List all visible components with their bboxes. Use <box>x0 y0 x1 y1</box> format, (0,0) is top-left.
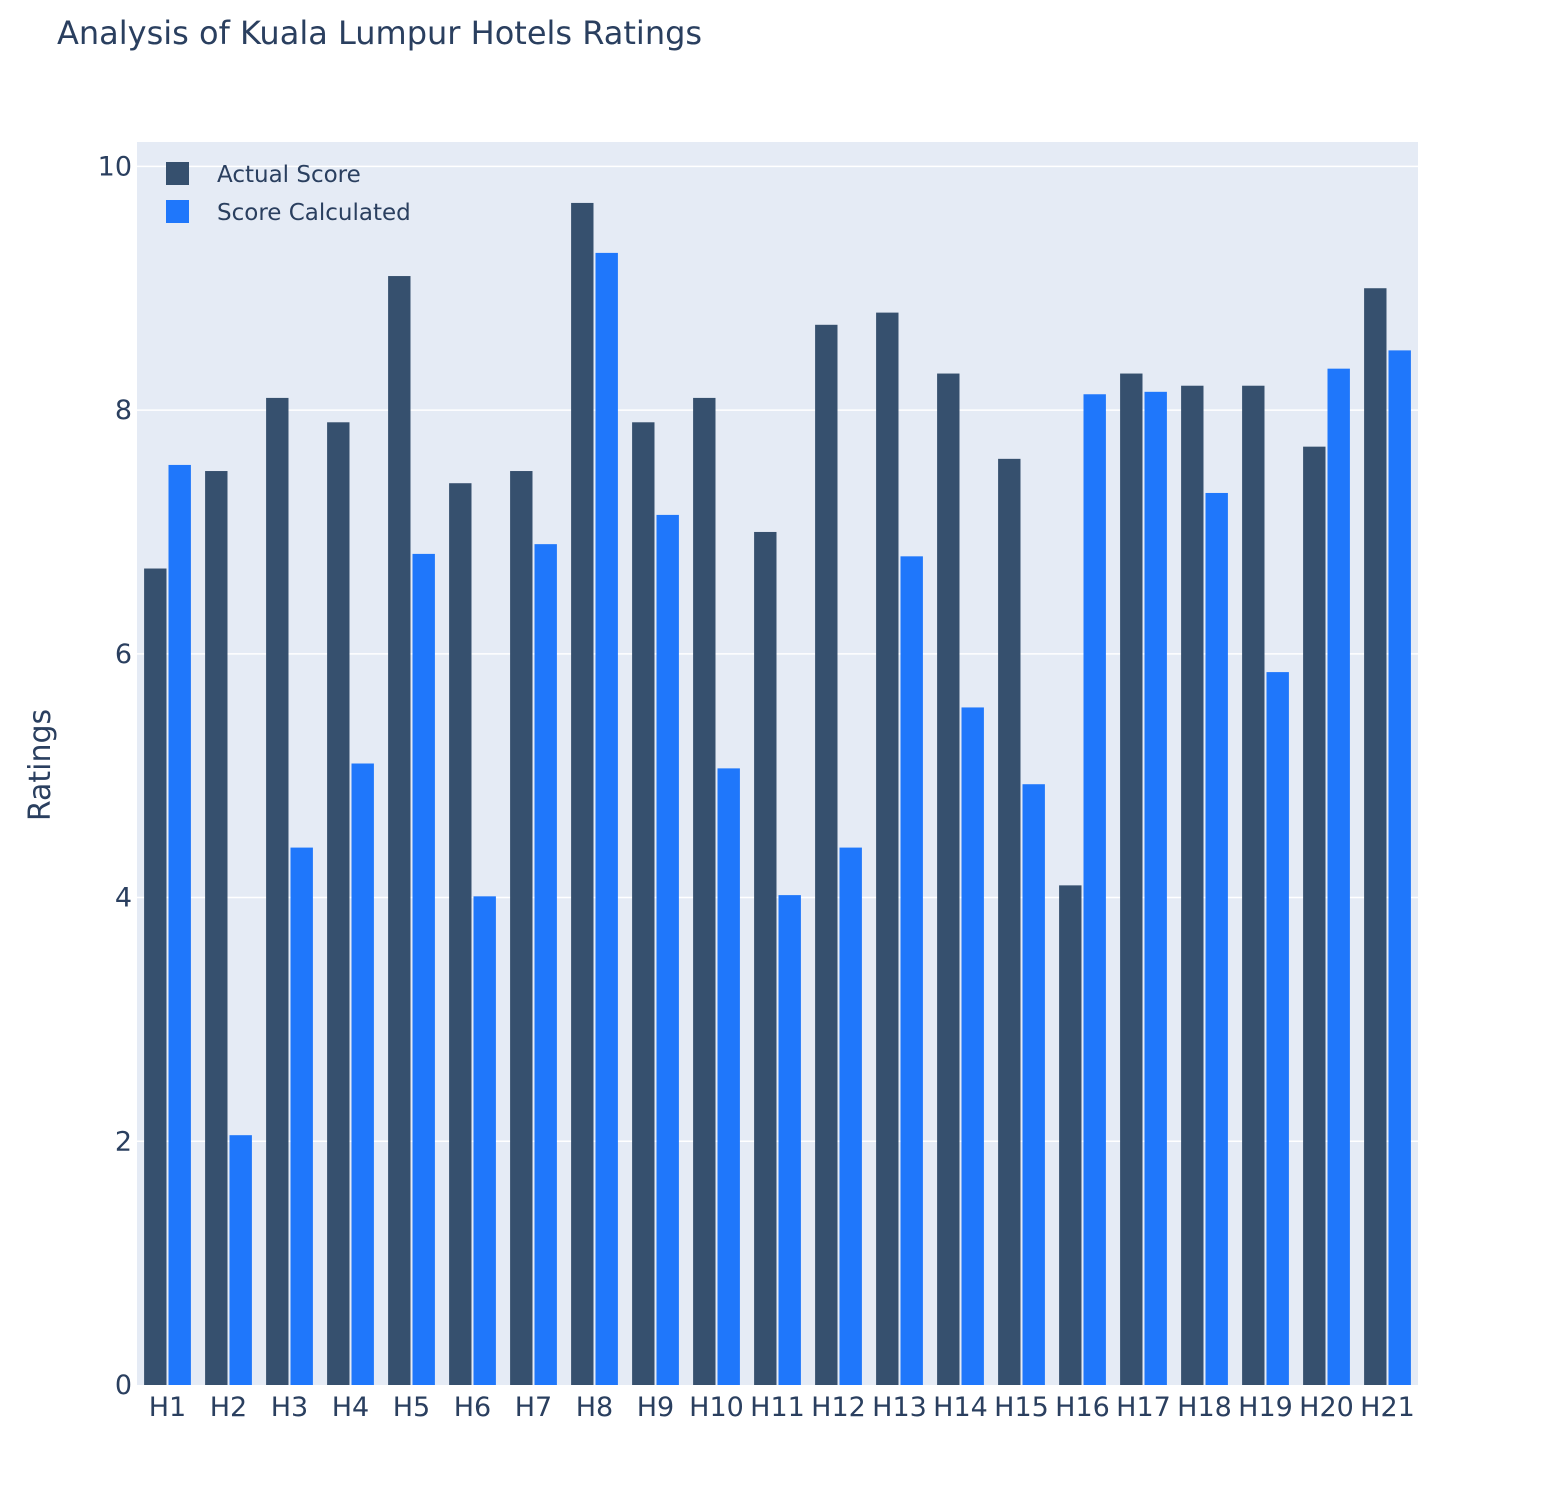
bar <box>1083 394 1106 1386</box>
y-axis-ticks: 0 2 4 6 8 10 <box>98 151 132 1401</box>
bar <box>1205 492 1228 1385</box>
x-axis-ticks: H1 H2 H3 H4 H5 H6 H7 H8 H9 H10 H11 H12 H13 H14 H15 H16 H… <box>149 1392 1415 1423</box>
x-tick-label: H2 <box>210 1392 247 1423</box>
bar <box>229 1135 252 1385</box>
x-tick-label: H15 <box>994 1392 1049 1423</box>
bar <box>1120 373 1143 1386</box>
x-tick-label: H17 <box>1116 1392 1171 1423</box>
legend-swatch <box>166 200 189 223</box>
bar <box>1388 350 1411 1386</box>
bar <box>778 895 801 1385</box>
bar <box>937 373 960 1386</box>
x-tick-label: H4 <box>332 1392 369 1423</box>
bar <box>656 514 679 1385</box>
legend: Actual Score Score Calculated <box>166 162 411 226</box>
bars <box>144 202 1411 1386</box>
y-axis-title: Ratings <box>23 709 58 821</box>
bar <box>1364 288 1387 1385</box>
y-tick-label: 6 <box>115 639 132 670</box>
bar <box>839 847 862 1385</box>
legend-label: Actual Score <box>217 162 361 188</box>
bar <box>1242 385 1265 1386</box>
x-tick-label: H10 <box>689 1392 744 1423</box>
bar <box>1303 446 1326 1385</box>
bar <box>876 312 899 1385</box>
bar <box>327 422 350 1385</box>
chart-title: Analysis of Kuala Lumpur Hotels Ratings <box>57 14 702 52</box>
bar <box>1327 368 1350 1386</box>
bar <box>449 483 472 1385</box>
x-tick-label: H7 <box>515 1392 552 1423</box>
legend-label: Score Calculated <box>217 200 411 226</box>
x-tick-label: H13 <box>872 1392 927 1423</box>
bar <box>266 397 289 1386</box>
bar <box>595 252 618 1385</box>
x-tick-label: H9 <box>637 1392 674 1423</box>
bar <box>1144 391 1167 1386</box>
bar <box>998 458 1021 1385</box>
y-tick-label: 4 <box>115 883 132 914</box>
y-tick-label: 10 <box>98 151 132 182</box>
x-tick-label: H12 <box>811 1392 866 1423</box>
x-tick-label: H19 <box>1238 1392 1293 1423</box>
bar <box>388 276 411 1385</box>
bar <box>1266 672 1289 1385</box>
y-tick-label: 2 <box>115 1126 132 1157</box>
bar <box>717 768 740 1385</box>
legend-swatch <box>166 162 189 185</box>
bar <box>571 202 594 1385</box>
x-tick-label: H1 <box>149 1392 186 1423</box>
bar <box>1022 784 1045 1385</box>
x-tick-label: H20 <box>1299 1392 1354 1423</box>
bar <box>144 568 167 1385</box>
bar <box>205 471 228 1385</box>
x-tick-label: H18 <box>1177 1392 1232 1423</box>
x-tick-label: H11 <box>750 1392 805 1423</box>
x-tick-label: H6 <box>454 1392 491 1423</box>
bar <box>693 397 716 1386</box>
bar <box>168 464 191 1385</box>
x-tick-label: H3 <box>271 1392 308 1423</box>
y-tick-label: 0 <box>115 1370 132 1401</box>
bar <box>754 531 777 1385</box>
gridlines <box>137 165 1418 1143</box>
x-tick-label: H21 <box>1360 1392 1415 1423</box>
bar <box>1059 885 1082 1385</box>
bar <box>510 471 533 1385</box>
bar <box>534 544 557 1385</box>
bar <box>815 324 838 1385</box>
bar <box>412 553 435 1385</box>
x-tick-label: H8 <box>576 1392 613 1423</box>
x-tick-label: H16 <box>1055 1392 1110 1423</box>
bar <box>900 556 923 1385</box>
bar <box>290 847 313 1385</box>
bar <box>351 763 374 1385</box>
bar <box>632 422 655 1385</box>
x-tick-label: H5 <box>393 1392 430 1423</box>
bar <box>1181 385 1204 1386</box>
x-tick-label: H14 <box>933 1392 988 1423</box>
bar <box>473 896 496 1385</box>
plot-background <box>137 142 1418 1385</box>
bar <box>961 707 984 1385</box>
y-tick-label: 8 <box>115 395 132 426</box>
